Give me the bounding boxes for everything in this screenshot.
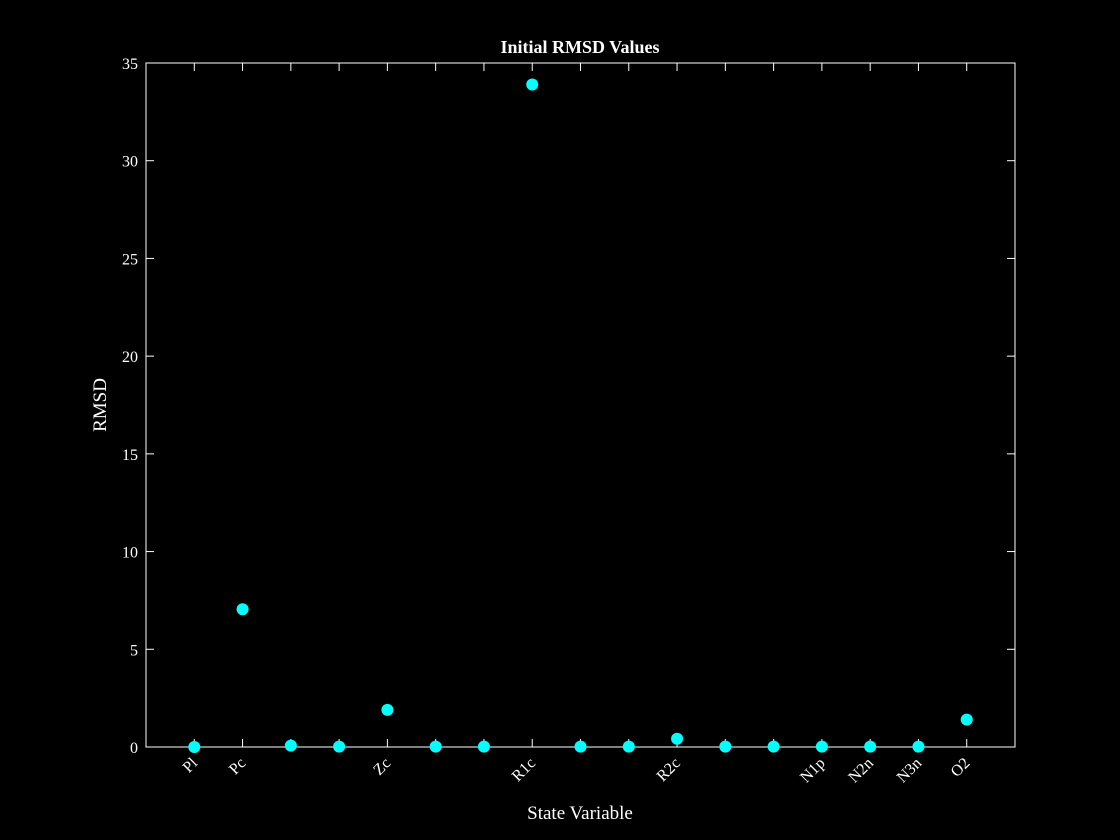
data-point	[719, 740, 732, 753]
x-tick-label: N3n	[894, 755, 926, 787]
x-tick-label: Pc	[226, 755, 249, 778]
x-tick-label: N1p	[797, 755, 829, 787]
y-tick-label: 5	[130, 642, 138, 659]
data-point	[526, 78, 539, 91]
x-axis-ticks: Pl Pc Zc R1c R2c N1p N2n N3n O2	[180, 63, 974, 786]
x-axis-label: State Variable	[527, 803, 633, 824]
data-point	[429, 740, 442, 753]
data-point	[574, 740, 587, 753]
data-point	[333, 740, 346, 753]
y-tick-label: 10	[122, 545, 138, 562]
data-point	[671, 732, 684, 745]
y-tick-label: 30	[122, 154, 138, 171]
data-point	[188, 741, 201, 753]
data-point	[622, 740, 635, 753]
data-point	[767, 740, 780, 753]
y-tick-label: 15	[122, 447, 138, 464]
plot-area	[145, 62, 1016, 748]
y-tick-label: 35	[122, 56, 138, 73]
data-point	[284, 739, 297, 752]
x-tick-label: R2c	[654, 755, 684, 785]
x-tick-label: Zc	[370, 755, 394, 779]
y-tick-label: 25	[122, 251, 138, 268]
x-tick-label: R1c	[509, 755, 539, 785]
y-tick-label: 0	[130, 740, 138, 757]
y-tick-label: 20	[122, 349, 138, 366]
data-point	[912, 740, 925, 753]
x-tick-label: O2	[948, 755, 974, 781]
data-point	[960, 713, 973, 726]
x-tick-label: N2n	[845, 755, 877, 787]
data-point	[381, 703, 394, 716]
x-tick-label: Pl	[180, 754, 202, 776]
chart-title: Initial RMSD Values	[500, 37, 659, 57]
y-axis-ticks: 0 5 10 15 20 25 30 35	[122, 56, 1015, 757]
data-point	[864, 740, 877, 753]
y-axis-label: RMSD	[90, 378, 111, 432]
data-point	[236, 603, 249, 616]
data-point	[477, 740, 490, 753]
data-point	[815, 740, 828, 753]
data-points	[188, 78, 973, 753]
